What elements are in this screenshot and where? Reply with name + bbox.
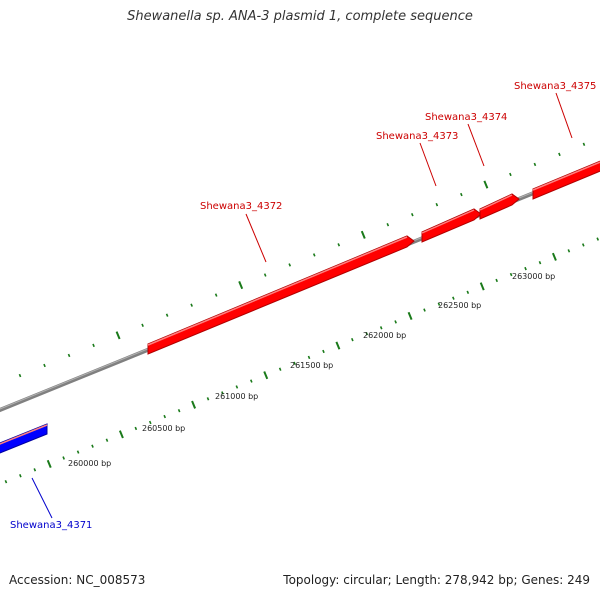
scale-tick [538,261,542,265]
gene-arrow-Shewana3_4374[interactable] [479,193,520,220]
scale-tick [452,296,455,300]
scale-tick [524,266,527,271]
scale-tick [335,341,341,350]
upper-tick [238,280,244,290]
scale-tick [581,243,585,247]
scale-label: 261000 bp [215,392,258,401]
upper-tick [533,162,537,167]
upper-tick [460,192,463,197]
scale-tick [365,332,369,336]
scale-tick [62,456,65,460]
scale-tick [479,282,485,291]
upper-tick [312,253,316,257]
scale-tick [407,311,413,321]
scale-tick [235,385,239,389]
gene-highlight-Shewana3_4374 [479,194,513,211]
scale-label: 262000 bp [363,331,406,340]
upper-tick [165,313,169,317]
scale-tick [466,290,470,294]
scale-tick [307,355,311,360]
scale-tick [206,397,210,401]
upper-tick [190,303,193,307]
upper-tick [18,373,22,378]
upper-tick [263,273,267,277]
gene-highlight-Shewana3_4373 [421,209,475,234]
scale-tick [351,337,354,342]
gene-highlight-Shewana3_4371 [0,424,48,445]
scale-tick [263,371,269,380]
upper-tick [115,331,121,340]
scale-label: 263000 bp [512,272,555,281]
upper-tick [141,323,144,327]
gene-arrow-Shewana3_4371[interactable] [0,423,48,457]
gene-label-Shewana3_4375[interactable]: Shewana3_4375 [514,81,596,92]
topology-text: Topology: circular; Length: 278,942 bp; … [283,573,590,587]
scale-tick [148,420,152,425]
upper-tick [386,223,390,227]
scale-label: 261500 bp [290,361,333,370]
scale-label: 262500 bp [438,301,481,310]
upper-tick [582,142,586,147]
upper-tick [337,243,341,247]
scale-tick [437,302,441,306]
scale-tick [76,450,80,454]
scale-tick [118,430,124,439]
gene-leader-Shewana3_4372 [245,213,267,263]
gene-arrow-Shewana3_4375[interactable] [532,157,600,200]
gene-label-Shewana3_4373[interactable]: Shewana3_4373 [376,131,458,142]
scale-tick [423,308,426,312]
scale-tick [134,426,138,431]
scale-label: 260500 bp [142,424,185,433]
scale-tick [293,361,296,366]
scale-tick [91,444,94,448]
scale-tick [322,349,325,354]
upper-tick [483,180,489,189]
scale-tick [596,237,600,241]
gene-leader-Shewana3_4371 [31,477,53,519]
scale-tick [249,379,253,383]
scale-tick [191,400,197,409]
scale-tick [46,459,52,468]
scale-tick [4,479,8,484]
gene-arrow-Shewana3_4373[interactable] [421,208,482,243]
scale-tick [495,278,498,283]
scale-tick [105,438,109,442]
upper-tick [214,293,218,297]
scale-label: 260000 bp [68,459,111,468]
gene-leader-Shewana3_4373 [419,142,437,187]
upper-tick [435,202,439,207]
upper-tick [360,230,366,239]
gene-label-Shewana3_4371[interactable]: Shewana3_4371 [10,520,92,531]
gene-highlight-Shewana3_4375 [532,161,600,191]
upper-tick [558,152,561,157]
scale-tick [163,414,167,419]
scale-tick [379,326,383,330]
scale-tick [177,408,181,413]
scale-tick [33,468,37,472]
scale-tick [509,272,513,277]
map-title: Shewanella sp. ANA-3 plasmid 1, complete… [127,9,473,24]
gene-label-Shewana3_4372[interactable]: Shewana3_4372 [200,201,282,212]
upper-tick [509,172,512,177]
upper-tick [43,363,46,368]
scale-tick [394,320,397,324]
gene-label-Shewana3_4374[interactable]: Shewana3_4374 [425,112,507,123]
gene-arrow-Shewana3_4372[interactable] [147,235,415,355]
scale-tick [19,474,22,478]
upper-tick [288,263,292,267]
scale-tick [551,252,557,261]
upper-tick [92,343,95,348]
scale-tick [567,249,571,253]
scale-tick [278,367,282,371]
accession-text: Accession: NC_008573 [9,573,146,587]
upper-tick [67,353,71,358]
gene-leader-Shewana3_4374 [467,123,485,167]
scale-tick [221,391,224,395]
gene-leader-Shewana3_4375 [555,92,573,139]
gene-highlight-Shewana3_4372 [147,236,408,346]
upper-tick [411,212,414,217]
